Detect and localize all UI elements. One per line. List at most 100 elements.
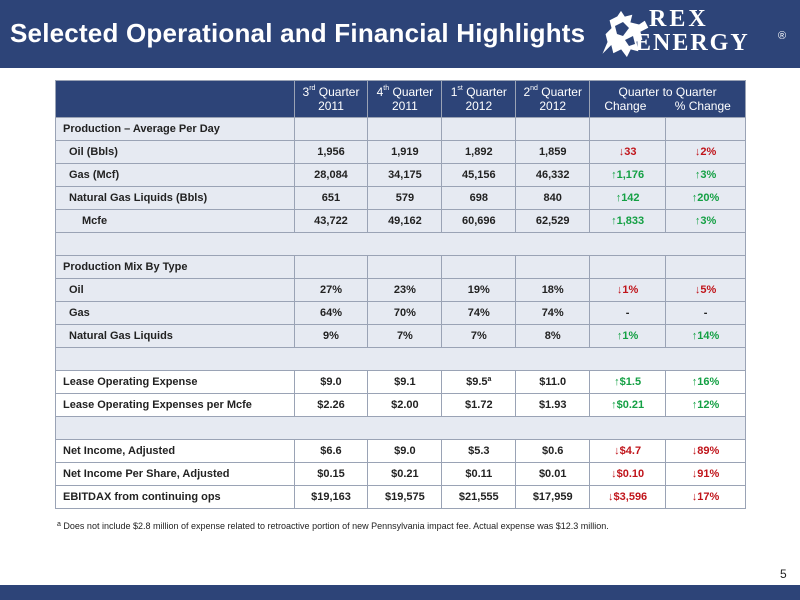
table-cell: ↑14% [665, 324, 746, 348]
page-number: 5 [780, 567, 787, 581]
table-cell: 64% [293, 301, 369, 325]
table-cell: ↑$1.5 [589, 370, 667, 394]
footer-bar [0, 585, 800, 600]
table-cell: 27% [293, 278, 369, 302]
table-cell: 651 [293, 186, 369, 210]
table-cell: 1,892 [441, 140, 517, 164]
table-cell: $0.21 [367, 462, 443, 486]
table-row: Gas 64% 70% 74% 74% -- [55, 301, 746, 325]
table-cell: 62,529 [515, 209, 591, 233]
header-blank [55, 80, 295, 118]
table-cell: 1,919 [367, 140, 443, 164]
table-row: EBITDAX from continuing ops $19,163 $19,5… [55, 485, 746, 509]
table-cell: $2.00 [367, 393, 443, 417]
table-cell: $11.0 [515, 370, 591, 394]
table-row: Lease Operating Expenses per Mcfe $2.26 $… [55, 393, 746, 417]
table-cell: ↑16% [665, 370, 746, 394]
registered-mark: ® [778, 30, 787, 42]
footnote: a Does not include $2.8 million of expen… [57, 521, 609, 531]
table-cell: 34,175 [367, 163, 443, 187]
footnote-marker: a [487, 376, 492, 383]
table-cell: 60,696 [441, 209, 517, 233]
col-header-q2-2012: 2nd Quarter 2012 [515, 80, 591, 118]
table-cell: Natural Gas Liquids [55, 324, 295, 348]
table-cell: $0.15 [293, 462, 369, 486]
section-label-mix: Production Mix By Type [55, 255, 295, 279]
table-cell: $1.93 [515, 393, 591, 417]
footnote-marker: a [57, 521, 61, 528]
table-cell: ↑$0.21 [589, 393, 667, 417]
table-cell: ↑1% [589, 324, 667, 348]
table-cell: 8% [515, 324, 591, 348]
table-row: Gas (Mcf) 28,084 34,175 45,156 46,332 ↑1,1… [55, 163, 746, 187]
spacer-row [55, 347, 746, 371]
col-header-q3-2011: 3rd Quarter 2011 [293, 80, 369, 118]
table-cell: 1,956 [293, 140, 369, 164]
table-row: Net Income, Adjusted $6.6 $9.0 $5.3 $0.6 ↓… [55, 439, 746, 463]
table-cell: 9% [293, 324, 369, 348]
table-cell: 1,859 [515, 140, 591, 164]
table-row: Mcfe 43,722 49,162 60,696 62,529 ↑1,833 ↑3% [55, 209, 746, 233]
table-cell: ↓$0.10 [589, 462, 667, 486]
table-cell: 28,084 [293, 163, 369, 187]
table-cell: ↑12% [665, 393, 746, 417]
logo-text-energy: ENERGY [635, 30, 750, 56]
table-cell: 19% [441, 278, 517, 302]
horse-rider-icon [600, 9, 650, 59]
table-row: Oil 27% 23% 19% 18% ↓1% ↓5% [55, 278, 746, 302]
table-cell: $0.6 [515, 439, 591, 463]
table-cell: ↑1,176 [589, 163, 667, 187]
table-cell: 49,162 [367, 209, 443, 233]
section-row-production: Production – Average Per Day [55, 117, 746, 141]
table-cell: 74% [515, 301, 591, 325]
table-row: Natural Gas Liquids 9% 7% 7% 8% ↑1% ↑14% [55, 324, 746, 348]
table-cell: ↓33 [589, 140, 667, 164]
table-cell: ↑3% [665, 163, 746, 187]
table-cell: 840 [515, 186, 591, 210]
section-label-production: Production – Average Per Day [55, 117, 295, 141]
table-cell: $2.26 [293, 393, 369, 417]
table-cell: 74% [441, 301, 517, 325]
table-row: Lease Operating Expense $9.0 $9.1 $9.5a $… [55, 370, 746, 394]
table-cell: $9.0 [367, 439, 443, 463]
table-cell: 579 [367, 186, 443, 210]
table-row: Net Income Per Share, Adjusted $0.15 $0.2… [55, 462, 746, 486]
table-cell: 46,332 [515, 163, 591, 187]
table-cell: ↓1% [589, 278, 667, 302]
page-title: Selected Operational and Financial Highl… [10, 18, 586, 48]
table-cell: EBITDAX from continuing ops [55, 485, 295, 509]
table-cell: 698 [441, 186, 517, 210]
header-bar: Selected Operational and Financial Highl… [0, 0, 800, 68]
table-cell: 45,156 [441, 163, 517, 187]
table-cell: $6.6 [293, 439, 369, 463]
table-row: Natural Gas Liquids (Bbls) 651 579 698 840… [55, 186, 746, 210]
table-cell: ↓$3,596 [589, 485, 667, 509]
table-cell: ↓17% [665, 485, 746, 509]
table-cell: $9.0 [293, 370, 369, 394]
table-cell: 70% [367, 301, 443, 325]
rex-energy-logo: REX ENERGY ® [595, 4, 795, 64]
table-cell: $9.1 [367, 370, 443, 394]
table-cell: $0.01 [515, 462, 591, 486]
spacer-row [55, 232, 746, 256]
table-cell: ↓$4.7 [589, 439, 667, 463]
table-cell: - [589, 301, 667, 325]
table-cell: 43,722 [293, 209, 369, 233]
table-cell: $19,163 [293, 485, 369, 509]
spacer-row [55, 416, 746, 440]
table-cell: Mcfe [55, 209, 295, 233]
table-cell: ↑20% [665, 186, 746, 210]
table-cell: $19,575 [367, 485, 443, 509]
highlights-table: 3rd Quarter 2011 4th Quarter 2011 1st Qu… [55, 80, 746, 509]
table-cell: ↓2% [665, 140, 746, 164]
table-cell: - [665, 301, 746, 325]
col-header-q1-2012: 1st Quarter 2012 [441, 80, 517, 118]
table-header-row: 3rd Quarter 2011 4th Quarter 2011 1st Qu… [55, 80, 746, 118]
table-cell: Oil [55, 278, 295, 302]
table-cell: ↓89% [665, 439, 746, 463]
table-cell: Natural Gas Liquids (Bbls) [55, 186, 295, 210]
table-cell: $0.11 [441, 462, 517, 486]
table-cell: ↑1,833 [589, 209, 667, 233]
table-cell: 7% [441, 324, 517, 348]
footnote-text: Does not include $2.8 million of expense… [63, 521, 609, 531]
